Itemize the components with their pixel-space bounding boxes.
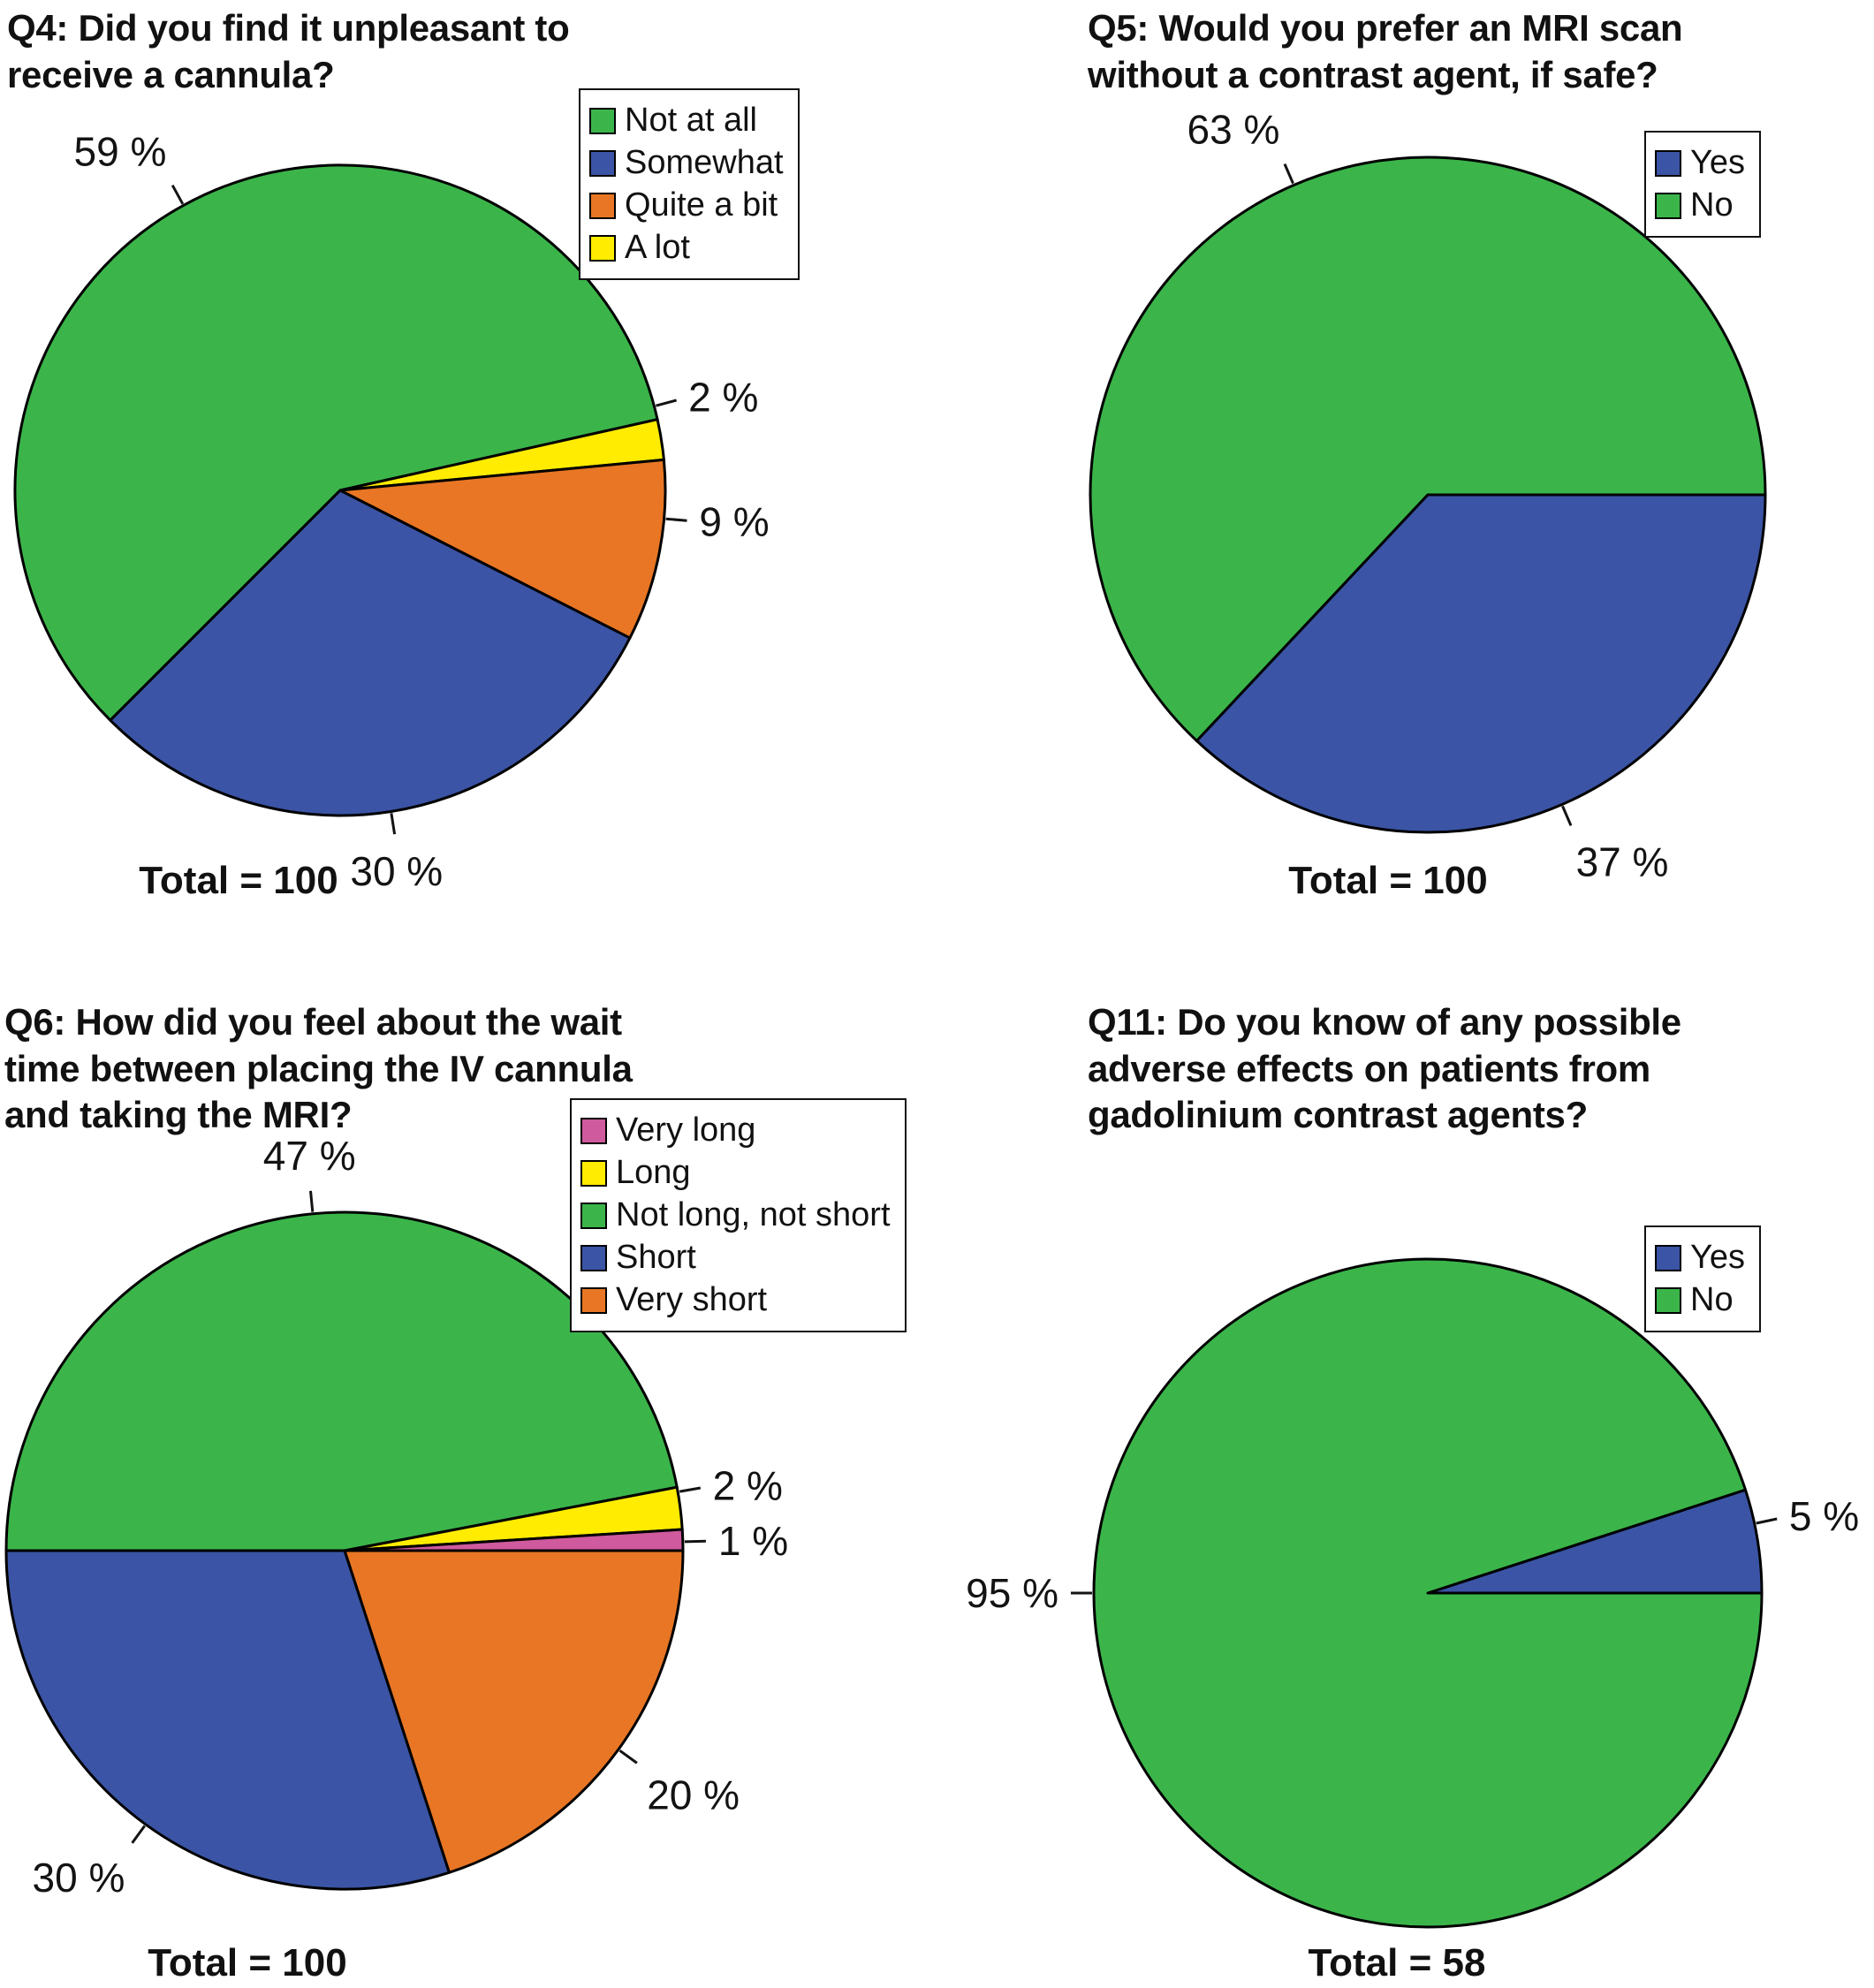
- total-label-q5: Total = 100: [1288, 859, 1488, 902]
- slice-percent-label-quite-a-bit: 9 %: [699, 499, 769, 545]
- legend-item-a-lot: A lot: [589, 229, 784, 267]
- pie-slice-somewhat: [109, 489, 632, 817]
- slice-percent-label-yes: 5 %: [1789, 1493, 1859, 1539]
- chart-q4: Q4: Did you find it unpleasant to receiv…: [0, 0, 937, 994]
- legend-label-very-short: Very short: [616, 1281, 768, 1318]
- legend-label-a-lot: A lot: [625, 229, 690, 266]
- legend-item-not-long-not-short: Not long, not short: [580, 1196, 891, 1234]
- slice-percent-label-long: 2 %: [713, 1463, 783, 1509]
- pie-chart-q5: 63 % 37 %: [1089, 107, 1767, 884]
- chart-title-q11: Q11: Do you know of any possible adverse…: [1088, 1001, 1681, 1135]
- slice-percent-label-very-long: 1 %: [718, 1518, 788, 1564]
- label-leader-line: [171, 184, 185, 205]
- total-label-q4: Total = 100: [139, 859, 338, 902]
- legend-q11: Yes No: [1644, 1225, 1761, 1332]
- pie-slice-short: [4, 1549, 451, 1891]
- pie-chart-q4: 59 % 2 % 9 % 30 %: [13, 129, 770, 894]
- legend-label-yes: Yes: [1690, 144, 1745, 181]
- legend-swatch-short: [580, 1244, 607, 1271]
- legend-q5: Yes No: [1644, 131, 1761, 238]
- pie-chart-q11: 5 % 95 %: [966, 1257, 1859, 1929]
- pie-slice-not-at-all: [13, 163, 659, 722]
- legend-swatch-very-short: [580, 1286, 607, 1314]
- legend-item-very-long: Very long: [580, 1112, 891, 1150]
- pie-slice-yes: [1195, 493, 1767, 834]
- legend-label-very-long: Very long: [616, 1112, 756, 1149]
- legend-label-long: Long: [616, 1154, 691, 1191]
- label-leader-line: [131, 1825, 146, 1844]
- label-leader-line: [684, 1539, 706, 1544]
- chart-title-q5: Q5: Would you prefer an MRI scan without…: [1088, 7, 1683, 95]
- legend-swatch-somewhat: [589, 149, 616, 177]
- legend-item-no: No: [1655, 186, 1745, 224]
- legend-item-quite-a-bit: Quite a bit: [589, 186, 784, 224]
- legend-label-somewhat: Somewhat: [625, 144, 784, 181]
- legend-item-yes: Yes: [1655, 1239, 1745, 1277]
- legend-item-yes: Yes: [1655, 144, 1745, 182]
- pie-slice-very-short: [343, 1549, 685, 1874]
- legend-swatch-no: [1655, 1286, 1681, 1314]
- legend-label-yes: Yes: [1690, 1239, 1745, 1276]
- legend-label-quite-a-bit: Quite a bit: [625, 186, 778, 224]
- legend-label-not-long-not-short: Not long, not short: [616, 1196, 891, 1233]
- slice-percent-label-a-lot: 2 %: [688, 374, 758, 420]
- slice-percent-label-not-at-all: 59 %: [74, 129, 167, 175]
- slice-percent-label-very-short: 20 %: [647, 1772, 740, 1818]
- legend-item-very-short: Very short: [580, 1281, 891, 1319]
- legend-item-not-at-all: Not at all: [589, 102, 784, 140]
- pie-slice-no: [1092, 1257, 1764, 1929]
- legend-label-no: No: [1690, 1281, 1734, 1318]
- label-leader-line: [309, 1190, 315, 1212]
- legend-item-somewhat: Somewhat: [589, 144, 784, 182]
- slice-percent-label-not-long-not-short: 47 %: [263, 1133, 356, 1179]
- pie-slice-not-long-not-short: [4, 1210, 679, 1552]
- chart-title-q4: Q4: Did you find it unpleasant to receiv…: [7, 7, 570, 95]
- label-leader-line: [656, 398, 677, 407]
- legend-swatch-yes: [1655, 149, 1681, 177]
- legend-swatch-not-at-all: [589, 107, 616, 134]
- legend-label-short: Short: [616, 1239, 696, 1276]
- label-leader-line: [679, 1486, 702, 1493]
- legend-swatch-no: [1655, 192, 1681, 219]
- legend-swatch-not-long-not-short: [580, 1202, 607, 1229]
- slice-percent-label-yes: 37 %: [1576, 838, 1669, 884]
- slice-percent-label-somewhat: 30 %: [350, 848, 443, 894]
- label-leader-line: [1283, 163, 1294, 185]
- chart-q5: Q5: Would you prefer an MRI scan without…: [937, 0, 1874, 994]
- legend-swatch-quite-a-bit: [589, 192, 616, 219]
- total-label-q6: Total = 100: [148, 1941, 347, 1984]
- legend-swatch-long: [580, 1159, 607, 1187]
- legend-item-short: Short: [580, 1239, 891, 1277]
- slice-percent-label-no: 95 %: [966, 1570, 1058, 1616]
- legend-item-long: Long: [580, 1154, 891, 1192]
- pie-chart-q6: 47 % 2 % 1 % 20 % 30 %: [4, 1133, 788, 1901]
- label-leader-line: [1756, 1517, 1778, 1525]
- chart-title-q6: Q6: How did you feel about the wait time…: [4, 1001, 633, 1135]
- pie-slice-quite-a-bit: [338, 458, 667, 640]
- chart-q11: Q11: Do you know of any possible adverse…: [937, 994, 1874, 1988]
- legend-swatch-yes: [1655, 1244, 1681, 1271]
- label-leader-line: [665, 517, 687, 522]
- label-leader-line: [618, 1749, 638, 1764]
- chart-q6: Q6: How did you feel about the wait time…: [0, 994, 937, 1988]
- slice-percent-label-no: 63 %: [1187, 107, 1280, 153]
- legend-q6: Very long Long Not long, not short Short Ver…: [570, 1098, 907, 1332]
- legend-label-no: No: [1690, 186, 1734, 224]
- label-leader-line: [390, 813, 397, 835]
- label-leader-line: [1561, 805, 1573, 826]
- legend-swatch-a-lot: [589, 234, 616, 262]
- total-label-q11: Total = 58: [1308, 1941, 1486, 1984]
- legend-label-not-at-all: Not at all: [625, 102, 757, 139]
- legend-item-no: No: [1655, 1281, 1745, 1319]
- legend-q4: Not at all Somewhat Quite a bit A lot: [579, 88, 800, 280]
- slice-percent-label-short: 30 %: [33, 1855, 125, 1901]
- legend-swatch-very-long: [580, 1117, 607, 1144]
- pie-slice-no: [1089, 156, 1767, 742]
